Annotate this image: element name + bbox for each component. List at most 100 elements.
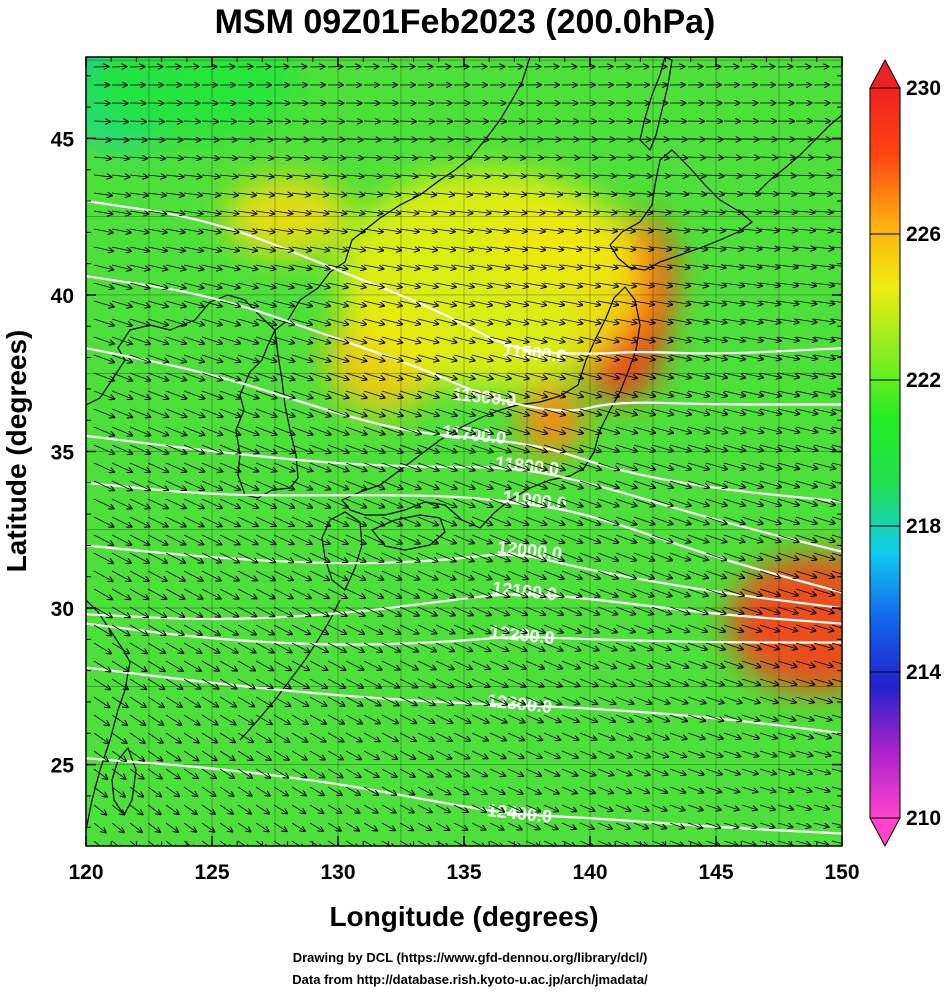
wind-arrow [723,139,741,140]
wind-arrow [219,300,240,306]
wind-arrow [129,175,147,177]
wind-arrow [273,157,291,158]
wind-arrow [561,157,579,158]
wind-arrow [165,193,184,195]
wind-arrow [345,336,366,343]
wind-arrow [327,121,344,122]
wind-arrow [345,229,365,232]
wind-arrow [471,193,490,195]
contour-line-11600.0 [86,275,842,412]
wind-arrow [453,229,473,232]
wind-arrow [615,372,637,378]
wind-arrow [615,354,637,360]
wind-arrow [525,318,546,324]
wind-arrow [687,318,709,323]
wind-arrow [669,139,687,140]
wind-arrow [93,211,112,214]
colorbar: 210 214 218 222 226 230 [869,58,941,848]
wind-arrow [255,264,275,269]
wind-arrow [93,300,114,307]
wind-arrow [345,354,366,361]
wind-arrow [255,175,273,177]
wind-arrow [615,139,633,140]
wind-arrow [363,139,381,140]
wind-arrow [597,193,616,195]
wind-arrow [309,121,326,122]
wind-arrow [255,193,274,195]
wind-arrow [633,318,654,323]
wind-arrow [255,246,275,251]
wind-arrow [579,336,601,342]
wind-vectors [93,67,842,846]
wind-arrow [309,318,330,324]
wind-arrow [327,211,346,214]
wind-arrow [561,247,581,250]
wind-arrow [237,157,255,158]
wind-arrow [723,229,743,231]
wind-arrow [129,246,149,251]
wind-arrow [237,336,258,343]
wind-arrow [723,193,742,194]
wind-arrow [309,211,328,214]
wind-arrow [705,247,725,249]
wind-arrow [219,390,240,398]
wind-arrow [435,300,456,305]
wind-arrow [399,175,418,177]
wind-arrow [129,228,149,233]
wind-arrow [255,408,277,416]
wind-arrow [705,301,726,304]
wind-arrow [165,139,182,140]
colorbar-tick-label: 222 [906,369,941,392]
contour-line-12000.0 [86,544,842,610]
wind-arrow [633,354,655,360]
wind-arrow [327,193,346,195]
wind-arrow [723,211,742,213]
wind-arrow [651,300,672,305]
wind-arrow [93,157,111,159]
wind-arrow [327,229,347,232]
wind-arrow [615,283,636,286]
wind-arrow [237,175,255,177]
wind-arrow [777,354,799,359]
wind-arrow [255,372,276,380]
wind-arrow [669,300,690,305]
wind-arrow [651,283,672,286]
wind-arrow [705,318,727,323]
wind-arrow [165,336,186,344]
wind-arrow [651,139,669,140]
wind-arrow [183,175,201,177]
wind-arrow [291,264,311,269]
wind-arrow [165,300,186,307]
wind-arrow [381,408,403,416]
wind-arrow [651,336,673,341]
wind-arrow [813,193,832,194]
wind-arrow [165,175,183,177]
wind-arrow [129,282,150,288]
x-tick-label: 125 [194,861,229,884]
wind-arrow [687,372,709,378]
wind-arrow [291,175,309,177]
coastline-ryukyu [239,599,341,741]
wind-arrow [165,372,186,380]
wind-arrow [201,336,222,343]
wind-arrow [741,247,761,249]
wind-arrow [489,408,511,415]
wind-arrow [741,229,761,231]
wind-arrow [723,157,741,158]
wind-arrow [471,318,492,324]
wind-arrow [597,318,618,323]
wind-arrow [345,139,363,140]
y-tick-label: 35 [51,442,75,465]
wind-arrow [651,211,670,213]
wind-arrow [543,300,564,305]
wind-arrow [741,175,760,176]
wind-arrow [489,336,511,342]
wind-arrow [633,336,655,341]
wind-arrow [417,318,438,324]
wind-arrow [507,175,526,176]
wind-arrow [795,229,815,231]
wind-arrow [111,336,132,344]
wind-arrow [759,283,780,286]
wind-arrow [363,408,385,416]
wind-arrow [453,264,474,269]
